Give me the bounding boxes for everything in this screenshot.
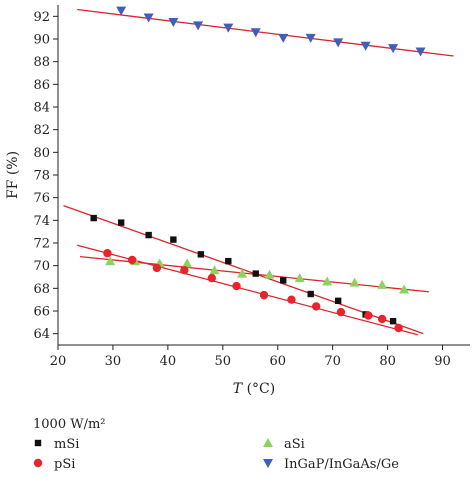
point-msi — [307, 290, 314, 298]
point-msi — [225, 257, 232, 265]
point-psi — [232, 281, 241, 291]
legend-marker-msi — [34, 439, 42, 447]
fit-line-ingap-ingaas-ge — [77, 8, 454, 57]
point-ingap-ingaas-ge — [360, 41, 371, 51]
point-psi — [287, 295, 296, 304]
y-tick-label: 78 — [33, 169, 50, 184]
y-tick-label: 80 — [33, 146, 50, 161]
point-ingap-ingaas-ge — [305, 33, 316, 43]
point-psi — [152, 263, 162, 273]
legend-marker-psi — [33, 458, 43, 468]
legend-marker-ingap-ingaas-ge — [263, 459, 273, 468]
point-psi — [103, 249, 112, 258]
point-psi — [364, 311, 373, 320]
point-ingap-ingaas-ge — [168, 18, 179, 27]
point-ingap-ingaas-ge — [388, 44, 399, 54]
point-psi — [394, 323, 403, 333]
point-asi — [294, 273, 305, 283]
legend-label-ingap-ingaas-ge: InGaP/InGaAs/Ge — [284, 457, 399, 472]
point-msi — [280, 277, 287, 284]
plot-area — [63, 6, 454, 336]
point-psi — [127, 255, 137, 265]
y-tick-label: 84 — [33, 101, 50, 116]
point-msi — [117, 219, 125, 226]
x-tick-label: 30 — [105, 354, 122, 369]
point-msi — [145, 231, 152, 239]
point-asi — [264, 269, 275, 279]
legend-title: 1000 W/m² — [33, 417, 106, 432]
y-tick-label: 70 — [33, 259, 50, 274]
y-tick-label: 68 — [33, 282, 50, 297]
x-tick-label: 70 — [324, 354, 341, 369]
y-tick-label: 90 — [33, 33, 50, 48]
legend-marker-asi — [263, 438, 273, 447]
legend-label-msi: mSi — [54, 437, 79, 452]
y-tick-label: 66 — [33, 305, 50, 320]
point-ingap-ingaas-ge — [223, 23, 234, 33]
point-psi — [180, 266, 189, 275]
point-psi — [311, 302, 321, 311]
x-tick-label: 40 — [160, 354, 177, 369]
point-asi — [237, 268, 248, 278]
point-ingap-ingaas-ge — [278, 33, 289, 43]
y-tick-label: 72 — [33, 237, 50, 252]
legend-label-psi: pSi — [54, 457, 75, 472]
point-psi — [377, 314, 387, 324]
x-tick-label: 20 — [50, 354, 67, 369]
point-asi — [182, 258, 193, 268]
y-tick-label: 86 — [33, 78, 50, 93]
axes: 20 30 40 50 60 70 80 90 64 66 68 70 72 74 76 78 80 82 84 86… — [5, 5, 470, 397]
legend: 1000 W/m² mSi aSi pSi InGaP/InGaAs/Ge — [33, 417, 399, 472]
point-psi — [259, 290, 269, 300]
point-asi — [209, 265, 220, 275]
point-msi — [197, 251, 205, 258]
y-tick-label: 76 — [33, 191, 50, 206]
x-tick-label: 90 — [434, 354, 451, 369]
point-ingap-ingaas-ge — [116, 6, 127, 16]
point-msi — [90, 214, 97, 222]
point-asi — [349, 277, 360, 287]
point-msi — [252, 270, 259, 277]
point-ingap-ingaas-ge — [193, 21, 204, 31]
y-tick-label: 74 — [33, 214, 50, 229]
y-tick-label: 82 — [33, 123, 50, 138]
point-ingap-ingaas-ge — [333, 38, 344, 48]
point-ingap-ingaas-ge — [250, 28, 261, 38]
point-msi — [389, 318, 397, 325]
x-tick-label: 50 — [215, 354, 232, 369]
point-ingap-ingaas-ge — [143, 13, 154, 23]
y-tick-label: 88 — [33, 55, 50, 70]
point-msi — [170, 236, 177, 243]
y-axis-title: FF (%) — [5, 151, 21, 199]
point-ingap-ingaas-ge — [415, 47, 426, 57]
point-psi — [207, 273, 217, 283]
point-asi — [399, 284, 410, 294]
x-tick-label: 60 — [269, 354, 286, 369]
y-tick-label: 92 — [33, 10, 50, 25]
point-asi — [322, 276, 333, 286]
point-msi — [334, 297, 342, 304]
legend-label-asi: aSi — [284, 437, 305, 452]
point-asi — [377, 279, 388, 289]
x-axis-title: T (°C) — [233, 381, 275, 397]
point-psi — [336, 307, 346, 317]
y-tick-label: 64 — [33, 327, 50, 342]
x-tick-label: 80 — [379, 354, 396, 369]
point-asi — [105, 256, 116, 266]
